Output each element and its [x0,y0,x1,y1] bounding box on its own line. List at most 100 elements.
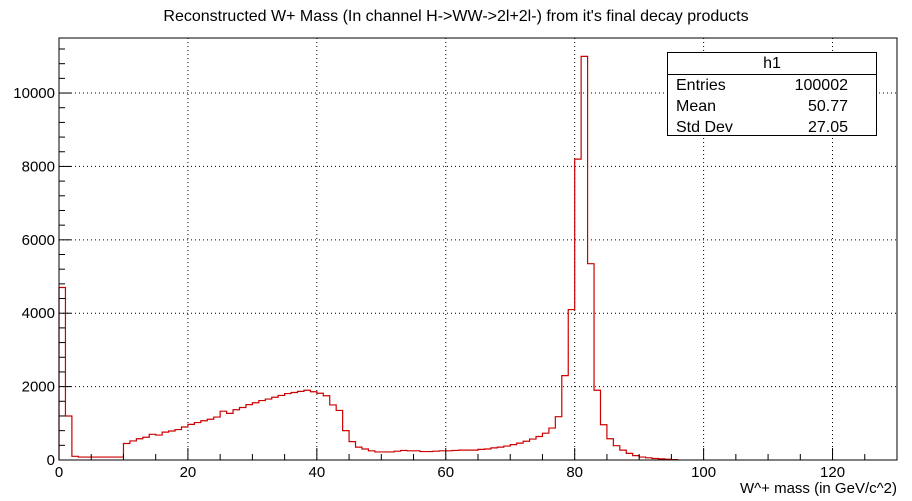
histogram-bin [362,449,368,460]
x-tick-label: 20 [180,464,197,481]
histogram-bin [162,432,168,460]
stats-mean-value: 50.77 [807,98,848,115]
histogram-bin [446,451,452,460]
y-tick-label: 10000 [13,85,55,102]
histogram-bin [272,397,278,460]
histogram-bin [607,439,613,460]
histogram-bin [414,451,420,460]
histogram-bin [375,452,381,460]
stats-row-entries: Entries 100002 [668,75,876,96]
x-axis-title: W^+ mass (in GeV/c^2) [740,480,897,497]
histogram-bin [555,417,561,460]
histogram-bin [265,399,271,460]
histogram-bin [588,264,594,460]
histogram-bin [472,450,478,460]
histogram-bin [452,450,458,460]
histogram-bin [149,434,155,460]
histogram-bin [626,453,632,460]
histogram-bin [259,401,265,460]
histogram-bin [356,447,362,460]
histogram-bin [523,441,529,460]
histogram-bin [233,410,239,460]
x-tick-label: 40 [309,464,326,481]
histogram-bin [600,425,606,460]
histogram-bin [194,423,200,460]
histogram-bin [72,456,78,460]
histogram-bin [388,452,394,460]
y-tick-label: 0 [47,452,55,469]
histogram-bin [407,451,413,460]
histogram-bin [530,439,536,460]
histogram-bin [239,408,245,460]
stats-entries-label: Entries [676,77,726,94]
x-tick-label: 0 [55,464,63,481]
histogram-bin [169,431,175,460]
histogram-bin [484,449,490,460]
histogram-bin [497,447,503,460]
histogram-bin [252,403,258,460]
histogram-bin [214,417,220,460]
histogram-bin [562,376,568,460]
histogram-bin [575,159,581,460]
histogram-bin [517,443,523,460]
x-tick-label: 120 [820,464,845,481]
histogram-bin [291,392,297,460]
histogram-bin [433,451,439,460]
histogram-bin [439,451,445,460]
histogram-bin [581,56,587,460]
series-layer [58,55,679,461]
stats-mean-label: Mean [676,98,717,115]
x-tick-label: 80 [566,464,583,481]
histogram-bin [343,431,349,460]
histogram-bin [613,446,619,460]
stats-box: h1 Entries 100002 Mean 50.77 Std Dev 27.… [667,52,877,136]
histogram-bin [298,391,304,460]
histogram-bin [188,424,194,460]
histogram-bin [220,411,226,460]
histogram-bin [349,442,355,460]
histogram-bin [478,449,484,460]
histogram-bin [323,396,329,460]
histogram-bin [143,437,149,460]
histogram-bin [336,410,342,460]
y-tick-label: 6000 [22,232,55,249]
histogram-bin [549,428,555,460]
histogram-bin [394,451,400,460]
histogram-bin [317,393,323,460]
stats-row-std: Std Dev 27.05 [668,117,876,138]
histogram-bin [330,405,336,460]
histogram-bin [465,450,471,460]
histogram-bin [285,394,291,460]
histogram-bin [246,405,252,460]
histogram-bin [304,390,310,460]
y-tick-label: 8000 [22,158,55,175]
histogram-bin [123,443,129,460]
x-tick-label: 60 [437,464,454,481]
histogram-bin [181,427,187,460]
axes-layer [58,37,898,461]
histogram-bin [504,446,510,460]
stats-std-label: Std Dev [676,119,733,136]
histogram-bin [401,450,407,460]
histogram-bin [65,416,71,460]
histogram-bin [633,456,639,460]
stats-histogram-name: h1 [668,53,876,75]
histogram-bin [156,435,162,460]
histogram-outline [58,55,679,461]
histogram-bin [130,441,136,460]
x-tick-label: 100 [691,464,716,481]
stats-row-mean: Mean 50.77 [668,96,876,117]
histogram-bin [136,439,142,460]
y-tick-label: 4000 [22,305,55,322]
histogram-bin [310,392,316,460]
histogram-bin [207,419,213,460]
histogram-bin [491,448,497,460]
histogram-bin [368,451,374,460]
histogram-bin [620,450,626,460]
histogram-bin [594,390,600,460]
histogram-bin [227,413,233,460]
chart-title: Reconstructed W+ Mass (In channel H->WW-… [163,8,749,25]
histogram-bin [175,430,181,460]
histogram-bin [278,395,284,460]
